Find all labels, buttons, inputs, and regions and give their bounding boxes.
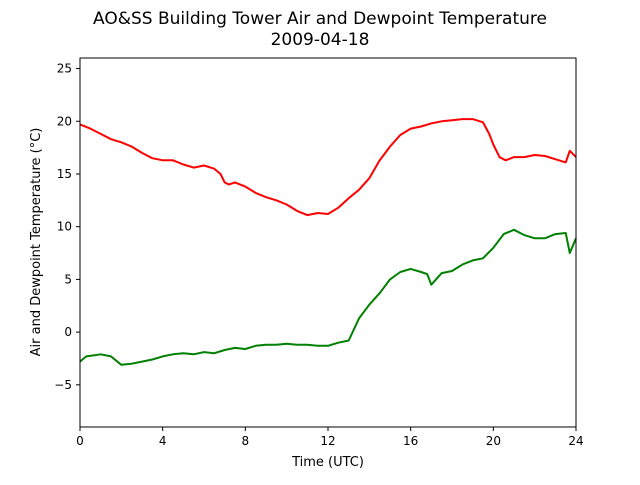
- y-axis: −5 0 5 10 15 20 25: [54, 62, 80, 392]
- x-tick-label: 8: [242, 434, 250, 448]
- x-tick-label: 12: [320, 434, 335, 448]
- plot-frame: [79, 57, 577, 428]
- plot-series: [79, 118, 577, 366]
- x-tick-label: 16: [403, 434, 418, 448]
- x-axis-label: Time (UTC): [291, 455, 364, 470]
- chart-subtitle: 2009-04-18: [271, 30, 370, 50]
- x-axis: 0 4 8 12 16 20 24: [76, 427, 584, 448]
- y-tick-label: 0: [64, 325, 72, 339]
- x-tick-label: 0: [76, 434, 84, 448]
- y-tick-label: 20: [57, 114, 72, 128]
- y-tick-label: 25: [57, 62, 72, 76]
- chart-title: AO&SS Building Tower Air and Dewpoint Te…: [93, 9, 547, 29]
- x-tick-label: 24: [568, 434, 583, 448]
- x-tick-label: 4: [159, 434, 167, 448]
- y-tick-label: 10: [57, 220, 72, 234]
- y-axis-label: Air and Dewpoint Temperature (°C): [29, 128, 44, 357]
- series-line-1: [79, 118, 577, 217]
- y-tick-label: 5: [64, 272, 72, 286]
- x-tick-label: 20: [486, 434, 501, 448]
- y-tick-label: −5: [54, 378, 72, 392]
- y-tick-label: 15: [57, 167, 72, 181]
- series-line-2: [79, 228, 577, 366]
